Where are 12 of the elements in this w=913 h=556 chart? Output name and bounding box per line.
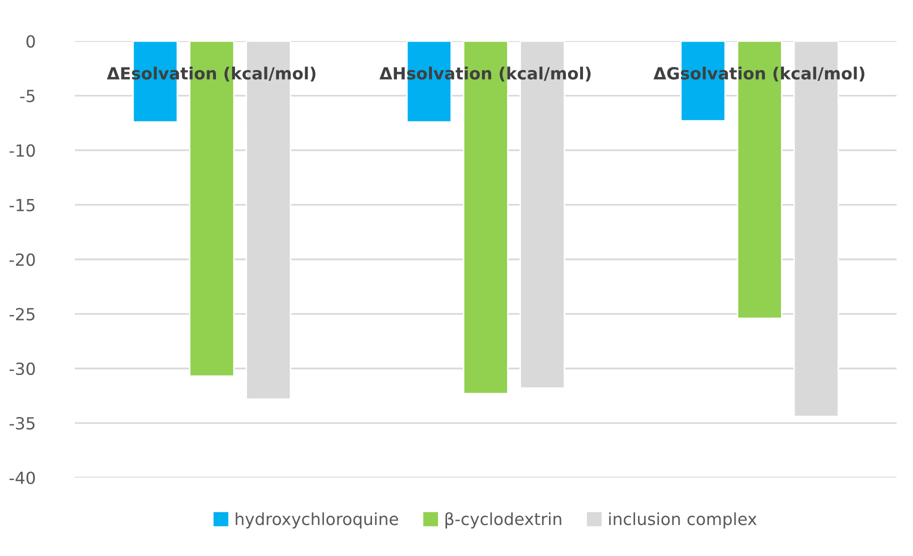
y-tick-label: -40 [10, 472, 35, 484]
y-tick-label: -15 [10, 198, 35, 212]
legend-label: β-cyclodextrin [446, 512, 562, 528]
y-tick-label: -30 [10, 362, 35, 376]
legend-label: inclusion complex [609, 512, 757, 528]
y-tick-label: -20 [10, 253, 35, 266]
y-tick-label: -10 [10, 144, 35, 157]
y-tick-label: 0 [26, 35, 35, 48]
legend-label: hydroxychloroquine [236, 512, 398, 528]
y-tick-label: -25 [10, 308, 35, 320]
y-tick-label: -35 [10, 417, 35, 430]
y-tick-label: -5 [20, 90, 35, 102]
